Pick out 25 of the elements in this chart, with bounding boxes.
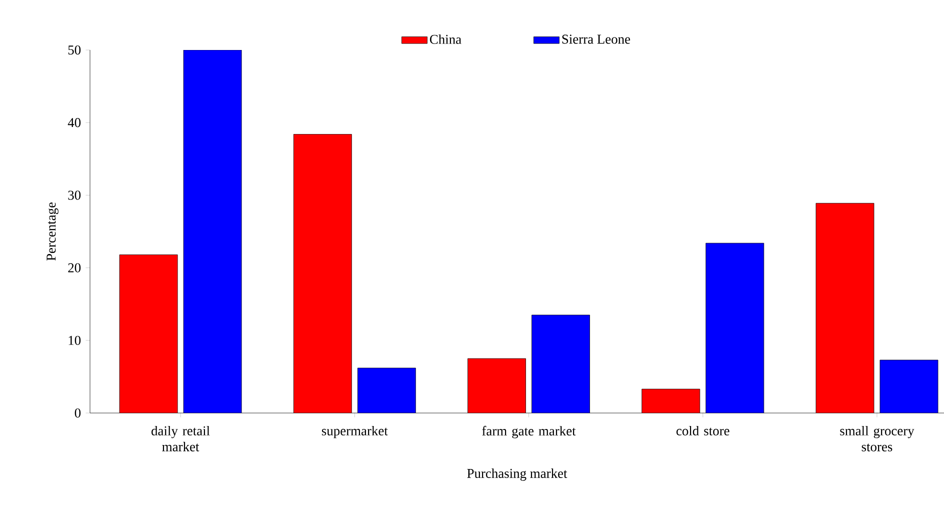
bar [532, 314, 590, 413]
bar [880, 360, 938, 413]
y-tick-label: 10 [68, 336, 81, 345]
bar [468, 358, 526, 413]
bar [184, 50, 242, 413]
y-tick-label: 50 [68, 45, 81, 55]
x-tick-label: small grocery stores [840, 426, 914, 452]
y-tick-label: 30 [68, 190, 81, 200]
y-axis-title: Percentage [46, 202, 58, 261]
x-tick-label: cold store [676, 426, 730, 436]
bar [358, 368, 416, 413]
bar [642, 389, 700, 413]
y-tick-label: 0 [74, 408, 81, 418]
x-tick-label: farm gate market [482, 426, 576, 438]
y-tick-label: 40 [68, 118, 81, 128]
x-tick-label: daily retail market [152, 426, 210, 452]
bar [816, 202, 874, 413]
bar [706, 243, 764, 413]
bar [120, 254, 178, 413]
legend-label: Sierra Leone [562, 34, 630, 44]
y-tick-label: 20 [68, 263, 81, 272]
x-tick-label: supermarket [322, 426, 388, 438]
bar [294, 134, 352, 413]
x-axis-title: Purchasing market [467, 468, 568, 481]
legend-label: China [430, 34, 462, 44]
